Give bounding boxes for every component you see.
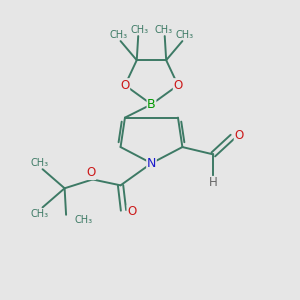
Text: CH₃: CH₃: [154, 25, 172, 34]
Text: O: O: [86, 167, 96, 179]
Text: CH₃: CH₃: [31, 158, 49, 168]
Text: B: B: [147, 98, 156, 111]
Text: CH₃: CH₃: [109, 30, 127, 40]
Text: O: O: [234, 129, 244, 142]
Text: CH₃: CH₃: [31, 209, 49, 219]
Text: O: O: [173, 79, 183, 92]
Text: N: N: [147, 157, 156, 170]
Text: CH₃: CH₃: [176, 30, 194, 40]
Text: CH₃: CH₃: [130, 25, 149, 34]
Text: O: O: [120, 79, 130, 92]
Text: H: H: [209, 176, 218, 190]
Text: CH₃: CH₃: [75, 215, 93, 225]
Text: O: O: [127, 205, 136, 218]
